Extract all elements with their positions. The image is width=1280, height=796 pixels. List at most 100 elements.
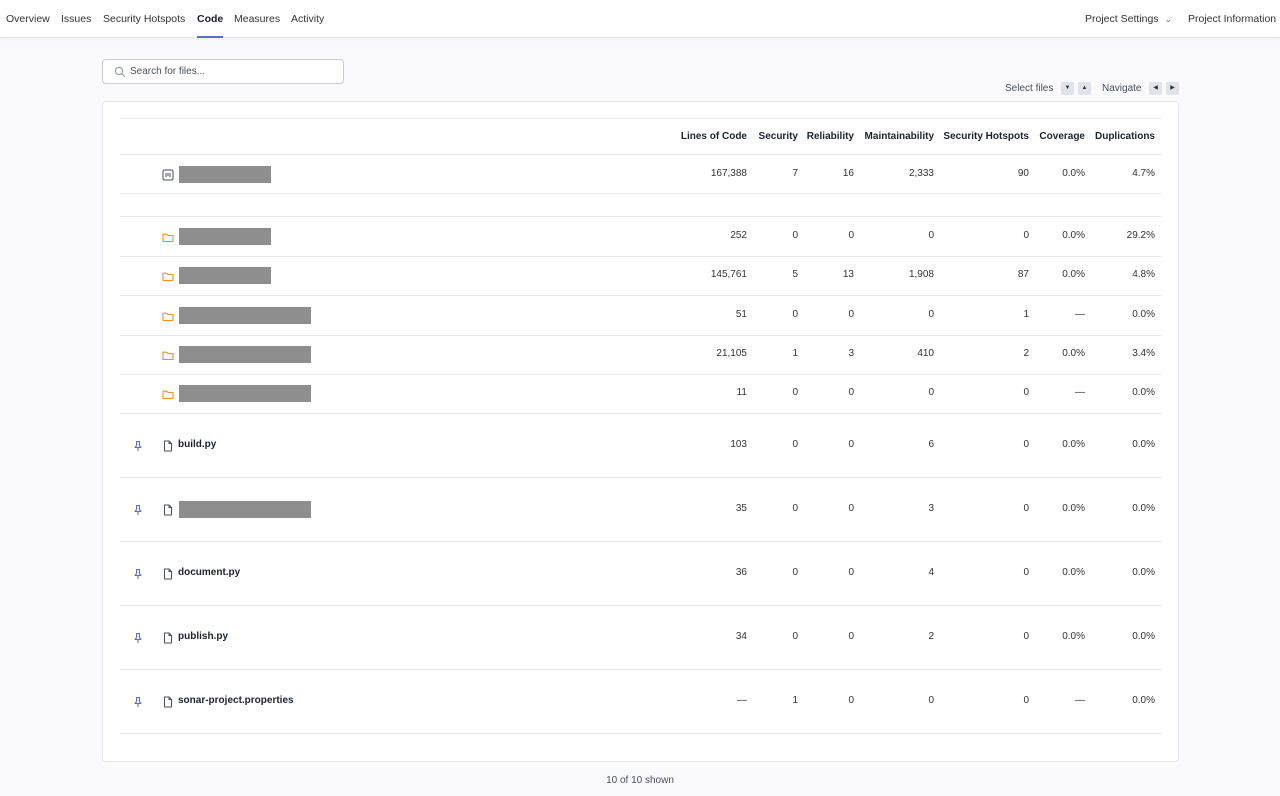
- cell-reliability[interactable]: 16: [842, 168, 854, 179]
- cell-security[interactable]: 0: [792, 567, 798, 578]
- cell-security-hotspots[interactable]: 0: [1023, 567, 1029, 578]
- component-name-link[interactable]: document.py: [178, 567, 241, 578]
- search-input[interactable]: [130, 63, 335, 80]
- tab-issues[interactable]: Issues: [61, 13, 92, 25]
- cell-security[interactable]: 7: [792, 168, 798, 179]
- cell-security[interactable]: 0: [792, 503, 798, 514]
- cell-coverage[interactable]: 0.0%: [1062, 269, 1085, 280]
- cell-reliability[interactable]: 0: [848, 230, 854, 241]
- cell-security-hotspots[interactable]: 0: [1023, 631, 1029, 642]
- cell-security-hotspots[interactable]: 1: [1023, 309, 1029, 320]
- redacted-component-name[interactable]: [179, 385, 311, 402]
- tab-code[interactable]: Code: [197, 0, 224, 38]
- cell-maintainability[interactable]: 3: [928, 503, 934, 514]
- cell-security-hotspots[interactable]: 87: [1017, 269, 1029, 280]
- redacted-component-name[interactable]: [179, 307, 311, 324]
- column-header-reliability[interactable]: Reliability: [806, 131, 854, 142]
- cell-reliability[interactable]: 0: [848, 503, 854, 514]
- component-name-link[interactable]: publish.py: [178, 631, 228, 642]
- pin-icon[interactable]: [132, 695, 144, 707]
- pin-icon[interactable]: [132, 503, 144, 515]
- column-header-maintainability[interactable]: Maintainability: [864, 131, 934, 142]
- project-settings-menu[interactable]: Project Settings ⌄: [1085, 0, 1172, 38]
- cell-duplications[interactable]: 3.4%: [1132, 348, 1155, 359]
- component-name-link[interactable]: sonar-project.properties: [178, 695, 294, 706]
- cell-maintainability[interactable]: 1,908: [908, 269, 934, 280]
- cell-coverage[interactable]: 0.0%: [1062, 567, 1085, 578]
- search-box: [102, 59, 344, 84]
- cell-duplications[interactable]: 0.0%: [1132, 631, 1155, 642]
- cell-reliability[interactable]: 13: [842, 269, 854, 280]
- cell-security-hotspots[interactable]: 0: [1023, 230, 1029, 241]
- cell-coverage[interactable]: —: [1075, 309, 1085, 320]
- cell-security-hotspots[interactable]: 0: [1023, 503, 1029, 514]
- cell-reliability[interactable]: 0: [848, 567, 854, 578]
- redacted-component-name[interactable]: [179, 346, 311, 363]
- cell-coverage[interactable]: 0.0%: [1062, 348, 1085, 359]
- cell-duplications[interactable]: 0.0%: [1132, 695, 1155, 706]
- cell-maintainability[interactable]: 2,333: [908, 168, 934, 179]
- cell-maintainability[interactable]: 0: [928, 230, 934, 241]
- cell-coverage[interactable]: 0.0%: [1062, 439, 1085, 450]
- cell-security-hotspots[interactable]: 90: [1017, 168, 1029, 179]
- cell-reliability[interactable]: 0: [848, 387, 854, 398]
- pin-icon[interactable]: [132, 631, 144, 643]
- cell-coverage[interactable]: —: [1075, 695, 1085, 706]
- cell-maintainability[interactable]: 0: [928, 387, 934, 398]
- tab-activity[interactable]: Activity: [291, 13, 325, 25]
- cell-duplications[interactable]: 0.0%: [1132, 503, 1155, 514]
- cell-reliability[interactable]: 0: [848, 695, 854, 706]
- pin-icon[interactable]: [132, 439, 144, 451]
- tab-measures[interactable]: Measures: [234, 13, 281, 25]
- cell-security-hotspots[interactable]: 0: [1023, 439, 1029, 450]
- pin-icon[interactable]: [132, 567, 144, 579]
- cell-coverage[interactable]: 0.0%: [1062, 631, 1085, 642]
- cell-security[interactable]: 0: [792, 387, 798, 398]
- column-header-lines-of-code[interactable]: Lines of Code: [680, 131, 747, 142]
- cell-duplications[interactable]: 4.8%: [1132, 269, 1155, 280]
- cell-coverage[interactable]: 0.0%: [1062, 503, 1085, 514]
- cell-duplications[interactable]: 0.0%: [1132, 387, 1155, 398]
- cell-security[interactable]: 0: [792, 631, 798, 642]
- cell-reliability[interactable]: 3: [848, 348, 854, 359]
- column-header-coverage[interactable]: Coverage: [1039, 131, 1085, 142]
- cell-reliability[interactable]: 0: [848, 439, 854, 450]
- cell-security-hotspots[interactable]: 2: [1023, 348, 1029, 359]
- cell-security-hotspots[interactable]: 0: [1023, 695, 1029, 706]
- cell-duplications[interactable]: 0.0%: [1132, 567, 1155, 578]
- cell-coverage[interactable]: —: [1075, 387, 1085, 398]
- component-name-link[interactable]: build.py: [178, 439, 217, 450]
- cell-security[interactable]: 5: [792, 269, 798, 280]
- cell-security[interactable]: 0: [792, 309, 798, 320]
- redacted-component-name[interactable]: [179, 501, 311, 518]
- cell-maintainability[interactable]: 410: [917, 348, 934, 359]
- cell-security[interactable]: 1: [792, 348, 798, 359]
- cell-security-hotspots[interactable]: 0: [1023, 387, 1029, 398]
- cell-security[interactable]: 0: [792, 439, 798, 450]
- cell-coverage[interactable]: 0.0%: [1062, 168, 1085, 179]
- cell-maintainability[interactable]: 6: [928, 439, 934, 450]
- column-header-security[interactable]: Security: [758, 131, 798, 142]
- redacted-component-name[interactable]: [179, 166, 271, 183]
- column-header-duplications[interactable]: Duplications: [1094, 131, 1155, 142]
- cell-coverage[interactable]: 0.0%: [1062, 230, 1085, 241]
- cell-duplications[interactable]: 29.2%: [1126, 230, 1155, 241]
- tab-security-hotspots[interactable]: Security Hotspots: [103, 13, 186, 25]
- cell-duplications[interactable]: 0.0%: [1132, 309, 1155, 320]
- cell-maintainability[interactable]: 2: [928, 631, 934, 642]
- cell-maintainability[interactable]: 4: [928, 567, 934, 578]
- cell-reliability[interactable]: 0: [848, 631, 854, 642]
- redacted-component-name[interactable]: [179, 228, 271, 245]
- tab-overview[interactable]: Overview: [6, 13, 50, 25]
- project-information-link[interactable]: Project Information: [1188, 13, 1277, 25]
- cell-security[interactable]: 0: [792, 230, 798, 241]
- cell-duplications[interactable]: 0.0%: [1132, 439, 1155, 450]
- cell-maintainability[interactable]: 0: [928, 309, 934, 320]
- cell-duplications[interactable]: 4.7%: [1132, 168, 1155, 179]
- column-header-security-hotspots[interactable]: Security Hotspots: [943, 131, 1029, 142]
- cell-reliability[interactable]: 0: [848, 309, 854, 320]
- cell-maintainability[interactable]: 0: [928, 695, 934, 706]
- cell-security[interactable]: 1: [792, 695, 798, 706]
- navigate-hint: Navigate: [1102, 83, 1142, 94]
- redacted-component-name[interactable]: [179, 267, 271, 284]
